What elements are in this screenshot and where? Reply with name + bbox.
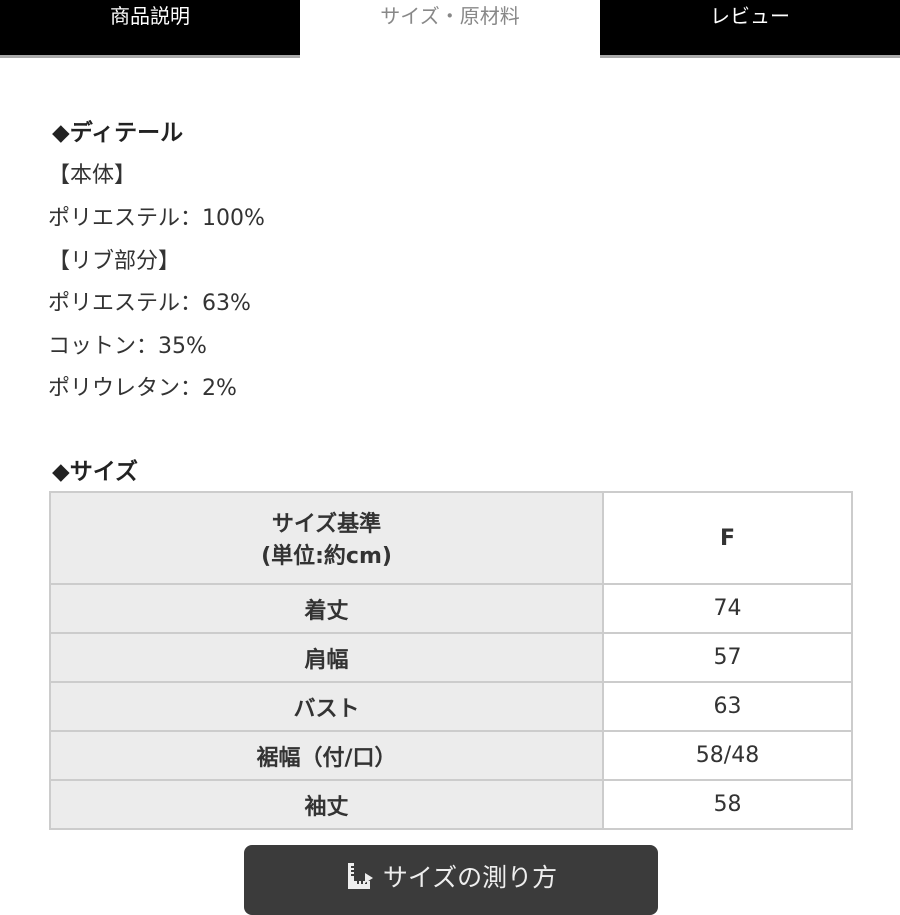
- detail-line: 【本体】: [48, 163, 137, 188]
- detail-line: ポリエステル：100%: [48, 206, 265, 231]
- row-value: 58: [602, 779, 853, 830]
- tab-reviews[interactable]: レビュー: [600, 0, 900, 55]
- tab-size-materials[interactable]: サイズ・原材料: [302, 0, 598, 55]
- table-header-row: サイズ基準 (単位:約cm) F: [49, 491, 853, 585]
- row-label: 肩幅: [49, 632, 604, 683]
- header-unit: (単位:約cm): [261, 544, 392, 569]
- detail-line: 【リブ部分】: [48, 249, 181, 274]
- tab-product-description[interactable]: 商品説明: [0, 0, 300, 55]
- table-row: 肩幅 57: [49, 632, 853, 683]
- button-label: サイズの測り方: [382, 863, 558, 892]
- header-label: サイズ基準: [271, 512, 382, 537]
- row-label: 袖丈: [49, 779, 604, 830]
- table-row: 袖丈 58: [49, 779, 853, 830]
- detail-line: ポリウレタン：2%: [48, 376, 237, 401]
- row-value: 63: [602, 681, 853, 732]
- how-to-measure-button[interactable]: サイズの測り方: [244, 845, 658, 915]
- detail-line: コットン：35%: [48, 334, 207, 359]
- header-size-standard: サイズ基準 (単位:約cm): [49, 491, 604, 585]
- ruler-icon: [347, 863, 373, 889]
- row-label: 裾幅（付/口）: [49, 730, 604, 781]
- details-heading: ◆ディテール: [52, 120, 184, 146]
- size-heading: ◆サイズ: [52, 459, 138, 485]
- row-label: バスト: [49, 681, 604, 732]
- table-row: 裾幅（付/口） 58/48: [49, 730, 853, 781]
- tab-bar: 商品説明 サイズ・原材料 レビュー: [0, 0, 900, 58]
- row-value: 57: [602, 632, 853, 683]
- row-label: 着丈: [49, 583, 604, 634]
- size-table: サイズ基準 (単位:約cm) F 着丈 74 肩幅 57 バスト 63 裾幅（付/口） 5…: [49, 491, 853, 830]
- table-row: バスト 63: [49, 681, 853, 732]
- table-row: 着丈 74: [49, 583, 853, 634]
- header-size-f: F: [602, 491, 853, 585]
- row-value: 58/48: [602, 730, 853, 781]
- row-value: 74: [602, 583, 853, 634]
- detail-line: ポリエステル：63%: [48, 291, 251, 316]
